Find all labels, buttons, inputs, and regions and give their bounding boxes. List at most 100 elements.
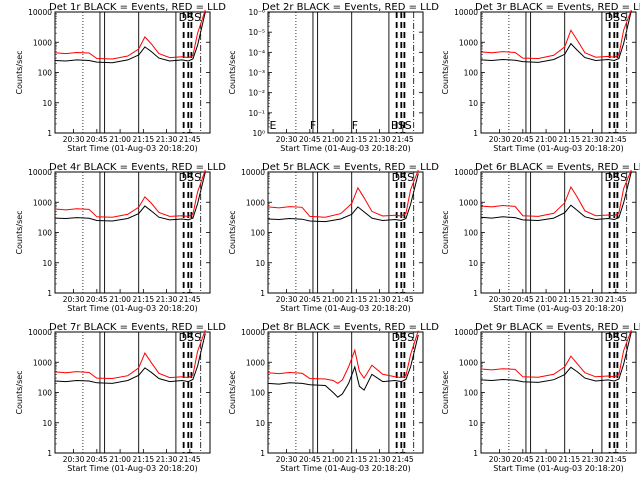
y-tick-label: 10⁻⁶ (248, 8, 265, 17)
x-tick-label: 21:00 (322, 455, 344, 464)
det-9r-panel: Det 9r BLACK = Events, RED = LLD Counts/s… (441, 322, 640, 473)
x-tick-label: 21:15 (133, 135, 155, 144)
x-tick-label: 21:00 (109, 135, 131, 144)
y-axis-label: Counts/sec (228, 370, 237, 414)
x-tick-label: 21:00 (535, 455, 557, 464)
y-tick-label: 10 (468, 259, 478, 268)
plot-frame (54, 11, 211, 134)
x-tick-label: 20:45 (299, 295, 321, 304)
y-axis-label: Counts/sec (441, 370, 450, 414)
x-axis-label: Start Time (01-Aug-03 20:18:20) (280, 464, 411, 473)
x-tick-label: 21:15 (559, 455, 581, 464)
y-tick-label: 10 (255, 419, 265, 428)
x-tick-label: 21:00 (109, 455, 131, 464)
y-tick-label: 10 (468, 99, 478, 108)
x-tick-label: 21:00 (535, 135, 557, 144)
series-line-lld (54, 169, 206, 218)
y-tick-label: 100 (464, 389, 479, 398)
x-tick-label: 21:30 (156, 455, 178, 464)
det-3r-panel: Det 3r BLACK = Events, RED = LLD Counts/s… (441, 2, 640, 153)
y-tick-label: 1000 (459, 198, 478, 207)
marker-label: F (352, 119, 358, 132)
x-tick-label: 20:30 (276, 455, 298, 464)
chart-title: Det 7r BLACK = Events, RED = LLD (49, 322, 226, 333)
marker-label: DSS (392, 331, 414, 344)
x-tick-label: 21:45 (392, 455, 414, 464)
marker-label: DSS (179, 11, 201, 24)
y-tick-label: 10 (42, 99, 52, 108)
y-tick-label: 10000 (28, 8, 52, 17)
y-axis-label: Counts/sec (15, 210, 24, 254)
x-tick-label: 20:45 (86, 455, 108, 464)
x-tick-label: 21:15 (346, 295, 368, 304)
y-tick-label: 10 (255, 259, 265, 268)
chart-title: Det 3r BLACK = Events, RED = LLD (475, 2, 640, 13)
x-tick-label: 21:45 (392, 295, 414, 304)
y-tick-label: 100 (464, 229, 479, 238)
y-tick-label: 100 (464, 69, 479, 78)
y-tick-label: 1 (260, 449, 265, 458)
y-tick-label: 1 (473, 449, 478, 458)
x-tick-label: 21:45 (605, 135, 627, 144)
x-axis-label: Start Time (01-Aug-03 20:18:20) (67, 464, 198, 473)
marker-label: DSS (605, 171, 627, 184)
x-tick-label: 20:30 (276, 135, 298, 144)
series-line-lld (480, 9, 632, 60)
x-tick-label: 20:30 (489, 295, 511, 304)
x-axis-label: Start Time (01-Aug-03 20:18:20) (67, 144, 198, 153)
series-line-events (54, 171, 206, 222)
x-tick-label: 20:30 (276, 295, 298, 304)
plot-frame (480, 171, 637, 294)
series-line-events (480, 331, 632, 383)
x-tick-label: 20:45 (512, 135, 534, 144)
plot-frame (267, 11, 424, 134)
x-tick-label: 21:30 (369, 295, 391, 304)
x-tick-label: 21:45 (179, 295, 201, 304)
y-axis-label: Counts/sec (441, 50, 450, 94)
y-tick-label: 10000 (28, 168, 52, 177)
x-tick-label: 20:45 (86, 295, 108, 304)
y-tick-label: 10⁻⁵ (248, 28, 265, 37)
series-line-events (267, 173, 419, 223)
y-tick-label: 10⁻⁴ (248, 48, 265, 57)
chart-title: Det 4r BLACK = Events, RED = LLD (49, 162, 226, 173)
y-tick-label: 1 (47, 129, 52, 138)
x-tick-label: 21:45 (179, 135, 201, 144)
x-tick-label: 21:45 (605, 455, 627, 464)
x-axis-label: Start Time (01-Aug-03 20:18:20) (280, 144, 411, 153)
plot-frame (54, 331, 211, 454)
series-line-lld (480, 169, 632, 217)
x-tick-label: 20:45 (299, 135, 321, 144)
y-tick-label: 1000 (459, 38, 478, 47)
y-axis-label: Counts/sec (228, 50, 237, 94)
x-tick-label: 21:15 (133, 455, 155, 464)
x-tick-label: 21:30 (582, 135, 604, 144)
y-tick-label: 100 (251, 389, 266, 398)
y-tick-label: 10⁻² (248, 89, 265, 98)
plot-frame (480, 11, 637, 134)
y-tick-label: 1000 (246, 198, 265, 207)
y-tick-label: 100 (38, 389, 53, 398)
y-tick-label: 100 (251, 229, 266, 238)
y-tick-label: 10000 (241, 168, 265, 177)
x-tick-label: 21:15 (559, 295, 581, 304)
x-axis-label: Start Time (01-Aug-03 20:18:20) (67, 304, 198, 313)
y-tick-label: 100 (38, 69, 53, 78)
y-axis-label: Counts/sec (441, 210, 450, 254)
y-tick-label: 10⁻³ (248, 69, 265, 78)
x-tick-label: 21:30 (582, 455, 604, 464)
x-tick-label: 21:45 (179, 455, 201, 464)
plot-frame (480, 331, 637, 454)
x-tick-label: 21:45 (392, 135, 414, 144)
chart-title: Det 1r BLACK = Events, RED = LLD (49, 2, 226, 13)
y-tick-label: 1000 (246, 358, 265, 367)
x-tick-label: 20:30 (489, 135, 511, 144)
y-tick-label: 10 (42, 259, 52, 268)
chart-title: Det 5r BLACK = Events, RED = LLD (262, 162, 439, 173)
x-axis-label: Start Time (01-Aug-03 20:18:20) (493, 144, 624, 153)
y-tick-label: 10⁰ (252, 129, 265, 138)
chart-title: Det 6r BLACK = Events, RED = LLD (475, 162, 640, 173)
chart-title: Det 2r BLACK = Events, RED = LLD (262, 2, 439, 13)
x-tick-label: 20:30 (489, 455, 511, 464)
